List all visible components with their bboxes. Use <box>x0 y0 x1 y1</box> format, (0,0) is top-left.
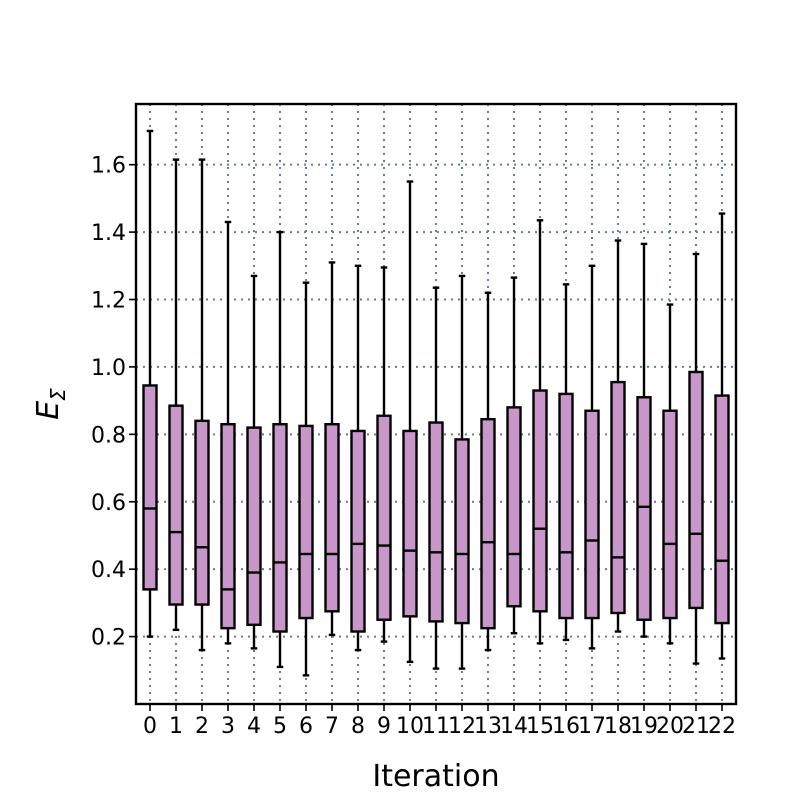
box-body <box>454 438 470 625</box>
x-tick-label: 9 <box>377 714 391 739</box>
box-body <box>610 380 626 615</box>
box-body <box>220 423 236 630</box>
box-body <box>662 409 678 620</box>
box-item <box>558 283 574 642</box>
box-body <box>324 423 340 613</box>
y-tick-label: 0.2 <box>91 626 126 651</box>
box-item <box>480 291 496 652</box>
box-body <box>532 389 548 613</box>
box-body <box>194 419 210 606</box>
x-tick-label: 18 <box>604 714 632 739</box>
x-tick-label: 3 <box>221 714 235 739</box>
box-item <box>194 158 210 652</box>
x-tick-label: 17 <box>578 714 606 739</box>
box-body <box>688 370 704 610</box>
box-item <box>350 264 366 652</box>
box-item <box>662 303 678 645</box>
box-item <box>584 264 600 650</box>
x-tick-label: 13 <box>474 714 502 739</box>
box-item <box>714 212 730 660</box>
x-tick-label: 15 <box>526 714 554 739</box>
y-tick-label: 1.0 <box>91 356 126 381</box>
box-item <box>506 276 522 635</box>
box-item <box>402 180 418 664</box>
x-tick-label: 20 <box>656 714 684 739</box>
y-tick-label: 1.4 <box>91 221 126 246</box>
box-item <box>688 252 704 665</box>
box-body <box>168 404 184 606</box>
y-tick-label: 1.6 <box>91 154 126 179</box>
x-tick-label: 7 <box>325 714 339 739</box>
box-item <box>324 261 340 637</box>
box-body <box>142 384 158 591</box>
x-tick-label: 12 <box>448 714 476 739</box>
box-item <box>272 230 288 669</box>
x-tick-label: 6 <box>299 714 313 739</box>
box-layer <box>142 129 730 677</box>
box-item <box>220 220 236 645</box>
box-body <box>246 426 262 626</box>
x-tick-label: 22 <box>708 714 736 739</box>
box-body <box>506 406 522 608</box>
box-body <box>558 392 574 620</box>
box-item <box>454 274 470 670</box>
x-tick-label: 11 <box>422 714 450 739</box>
box-item <box>168 158 184 632</box>
box-body <box>272 423 288 633</box>
box-item <box>246 274 262 650</box>
x-tick-label: 0 <box>143 714 157 739</box>
x-tick-label: 2 <box>195 714 209 739</box>
x-tick-label: 5 <box>273 714 287 739</box>
x-tick-label: 19 <box>630 714 658 739</box>
box-item <box>610 239 626 633</box>
box-item <box>532 219 548 645</box>
box-body <box>584 409 600 620</box>
box-body <box>480 417 496 630</box>
box-body <box>428 421 444 623</box>
box-body <box>714 394 730 625</box>
box-item <box>298 281 314 677</box>
box-body <box>350 429 366 633</box>
y-tick-label: 0.8 <box>91 423 126 448</box>
box-item <box>142 129 158 638</box>
y-tick-label: 0.4 <box>91 558 126 583</box>
box-body <box>376 414 392 621</box>
box-item <box>428 286 444 670</box>
box-body <box>402 429 418 618</box>
x-tick-label: 8 <box>351 714 365 739</box>
y-tick-label: 0.6 <box>91 491 126 516</box>
x-tick-label: 10 <box>396 714 424 739</box>
y-axis-title: EΣ <box>31 388 70 420</box>
y-axis-ticks: 0.2 0.4 0.6 0.8 1.0 1.2 1.4 1.6 <box>91 154 136 651</box>
box-item <box>636 242 652 638</box>
x-tick-label: 21 <box>682 714 710 739</box>
x-tick-label: 16 <box>552 714 580 739</box>
x-axis-title: Iteration <box>372 759 499 794</box>
x-tick-label: 14 <box>500 714 528 739</box>
box-body <box>298 424 314 620</box>
y-axis-title-main: E <box>31 401 66 420</box>
y-axis-title-subscript: Σ <box>46 388 70 401</box>
x-tick-label: 1 <box>169 714 183 739</box>
box-body <box>636 396 652 621</box>
y-tick-label: 1.2 <box>91 289 126 314</box>
x-tick-label: 4 <box>247 714 261 739</box>
box-item <box>376 266 392 643</box>
